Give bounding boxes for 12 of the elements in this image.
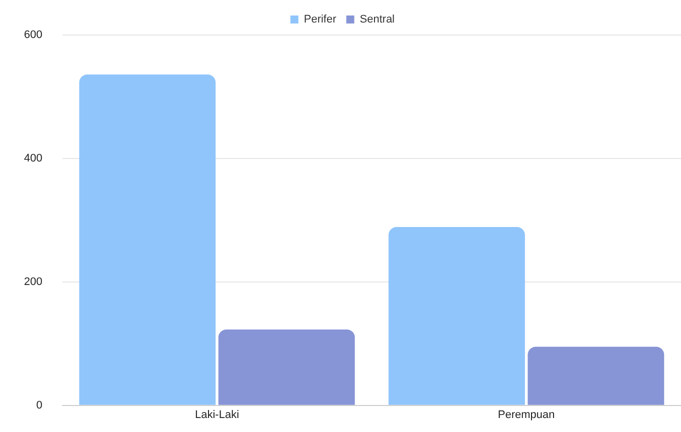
legend-label: Perifer xyxy=(304,14,337,26)
x-tick-label: Perempuan xyxy=(498,409,555,422)
y-tick-label: 0 xyxy=(36,399,42,412)
y-tick-label: 200 xyxy=(24,276,42,288)
y-tick-label: 400 xyxy=(24,152,42,164)
x-tick-label: Laki-Laki xyxy=(195,409,240,422)
y-tick-label: 600 xyxy=(24,29,42,42)
legend-label: Sentral xyxy=(360,14,395,26)
bar xyxy=(388,226,525,405)
bar xyxy=(218,329,355,405)
bar xyxy=(79,74,216,405)
bar xyxy=(528,346,664,405)
